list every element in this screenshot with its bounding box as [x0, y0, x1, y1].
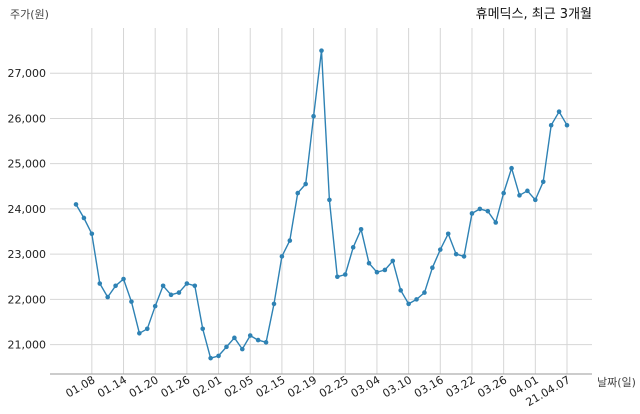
data-point	[501, 190, 506, 196]
series-layer	[73, 48, 570, 361]
x-axis-label: 날짜(일)	[597, 375, 636, 389]
x-tick-label: 02.01	[190, 373, 224, 400]
y-tick-label: 27,000	[8, 67, 47, 80]
data-point	[247, 333, 253, 338]
data-point	[295, 190, 301, 196]
y-tick-label: 23,000	[8, 248, 47, 261]
data-point	[200, 326, 206, 332]
data-point	[279, 254, 285, 259]
x-tick-label: 01.08	[64, 373, 98, 400]
y-tick-label: 26,000	[8, 112, 47, 125]
data-point	[216, 353, 221, 359]
data-point	[311, 113, 316, 119]
x-tick-label: 01.14	[95, 373, 129, 400]
data-point	[168, 292, 174, 298]
data-point	[160, 283, 166, 289]
data-point	[445, 231, 451, 237]
data-point	[327, 197, 332, 203]
data-point	[517, 193, 522, 198]
data-point	[525, 188, 530, 194]
data-point	[350, 245, 356, 250]
data-point	[121, 276, 126, 282]
data-point	[176, 290, 182, 295]
data-point	[374, 269, 380, 275]
data-point	[469, 211, 475, 216]
data-point	[144, 326, 150, 332]
data-point	[437, 247, 443, 252]
data-point	[430, 265, 435, 271]
data-point	[192, 283, 198, 289]
data-point	[73, 202, 79, 207]
data-point	[335, 274, 340, 280]
y-tick-label: 25,000	[8, 158, 47, 171]
grid-layer	[50, 28, 592, 375]
data-point	[358, 226, 364, 232]
x-tick-label: 01.26	[159, 373, 193, 400]
data-point	[485, 208, 491, 214]
data-point	[390, 258, 396, 264]
data-point	[422, 290, 427, 295]
data-point	[342, 272, 348, 277]
data-point	[152, 303, 158, 309]
data-point	[224, 344, 229, 350]
data-point	[303, 181, 308, 187]
x-tick-label: 03.04	[349, 373, 383, 400]
y-tick-label: 21,000	[8, 339, 47, 352]
x-tick-label: 02.15	[254, 373, 288, 400]
data-point	[564, 122, 570, 128]
data-point	[232, 335, 237, 341]
data-point	[366, 260, 372, 266]
data-point	[81, 215, 87, 221]
data-point	[184, 281, 190, 286]
data-point	[287, 238, 293, 243]
data-point	[97, 281, 103, 286]
data-point	[255, 337, 261, 343]
y-tick-label: 24,000	[8, 203, 47, 216]
data-point	[271, 301, 277, 307]
data-point	[453, 251, 459, 257]
data-point	[398, 288, 403, 293]
chart-title: 휴메딕스, 최근 3개월	[476, 7, 592, 22]
data-point	[477, 206, 483, 212]
y-tick-label: 22,000	[8, 293, 47, 306]
data-point	[533, 197, 538, 203]
data-point	[548, 122, 554, 128]
data-point	[263, 340, 269, 345]
x-tick-label: 01.20	[127, 373, 161, 400]
x-tick-label: 03.22	[444, 373, 478, 400]
x-tick-label: 02.05	[222, 373, 256, 400]
series-line	[75, 49, 568, 359]
data-point	[556, 109, 562, 114]
x-tick-label: 03.10	[380, 373, 414, 400]
x-tick-label: 03.16	[412, 373, 446, 400]
data-point	[113, 283, 118, 289]
data-point	[319, 48, 324, 53]
x-tick-label: 02.25	[317, 373, 351, 400]
data-point	[540, 179, 546, 185]
y-axis-label: 주가(원)	[10, 8, 49, 21]
data-point	[208, 355, 213, 361]
data-point	[105, 294, 110, 300]
data-point	[414, 297, 419, 302]
data-point	[461, 254, 467, 259]
data-point	[493, 220, 499, 225]
data-point	[406, 301, 411, 307]
data-point	[129, 299, 134, 304]
x-tick-label: 02.19	[285, 373, 319, 400]
data-point	[240, 346, 245, 352]
data-point	[89, 231, 95, 237]
data-point	[509, 165, 514, 171]
data-point	[382, 267, 388, 273]
data-point	[137, 330, 142, 336]
x-tick-label: 03.26	[475, 373, 509, 400]
